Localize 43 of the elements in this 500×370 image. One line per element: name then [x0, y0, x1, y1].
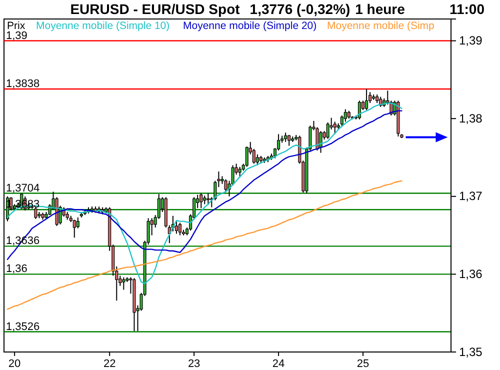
- y-tick-label: 1,36: [459, 267, 483, 282]
- candlestick: [284, 132, 288, 142]
- line-series: [6, 110, 402, 260]
- text: 1 heure: [355, 1, 406, 17]
- candlestick: [76, 216, 80, 229]
- x-tick-label: 20: [8, 358, 21, 370]
- candlestick: [326, 122, 330, 140]
- candlestick: [122, 276, 126, 290]
- text: 11:00: [449, 1, 485, 17]
- candlestick: [256, 154, 259, 166]
- y-tick-label: 1,37: [459, 189, 483, 204]
- ref-line-label: 1,3526: [6, 320, 40, 333]
- y-tick-label: 1,38: [459, 111, 483, 126]
- candlestick: [333, 121, 336, 135]
- text: 1,3776 (-0,32%): [250, 1, 350, 17]
- ref-line-label: 1,3838: [6, 78, 40, 90]
- text: Moyenne mobile (Simple 20): [183, 20, 317, 32]
- ref-line-label: 1,36: [6, 263, 28, 276]
- candlestick: [72, 219, 76, 238]
- candlestick: [319, 130, 322, 154]
- candlestick: [364, 88, 368, 111]
- ref-line-label: 1,3683: [6, 198, 40, 211]
- line-series: [6, 180, 402, 310]
- x-tick-label: 25: [356, 358, 370, 370]
- chart-title: EURUSD - EUR/USD Spot: [70, 1, 240, 17]
- text: Moyenne mobile (Simple 10): [36, 20, 170, 32]
- ref-line-label: 1,39: [6, 30, 28, 42]
- candlestick: [200, 192, 203, 209]
- candlestick: [206, 192, 210, 206]
- x-tick-label: 22: [103, 358, 116, 370]
- text: Moyenne mobile (Simp: [327, 20, 435, 32]
- candlestick: [238, 166, 242, 178]
- ref-line-label: 1,3704: [6, 182, 40, 194]
- y-tick-label: 1,39: [459, 34, 483, 48]
- x-tick-label: 23: [188, 358, 200, 370]
- text: Prix: [7, 20, 26, 32]
- candlestick: [344, 108, 347, 122]
- candlestick: [224, 178, 228, 192]
- candlestick: [288, 134, 291, 146]
- y-tick-label: 1,35: [459, 344, 483, 359]
- candlestick: [245, 146, 248, 168]
- candlestick: [178, 222, 182, 236]
- x-tick-label: 24: [272, 358, 285, 370]
